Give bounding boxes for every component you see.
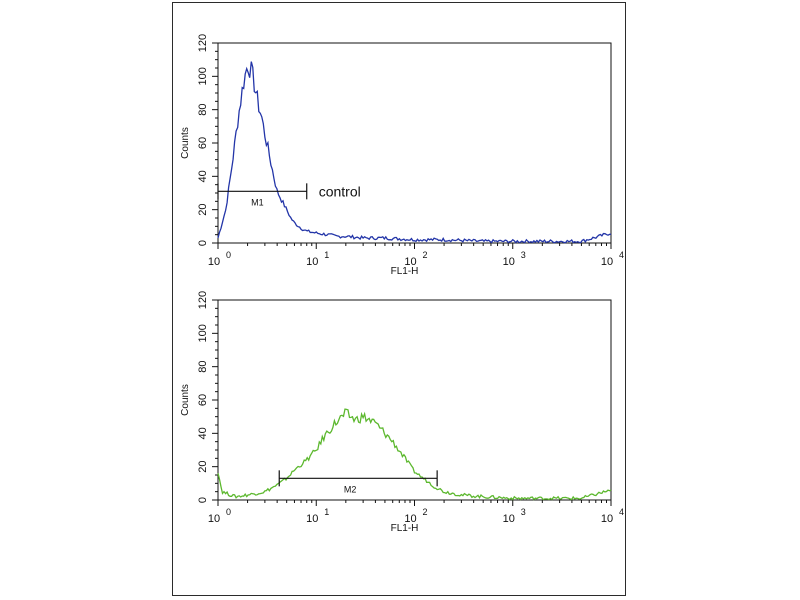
chart2-x-tick-exponent: 1 — [324, 507, 329, 517]
chart1-y-axis-title: Counts — [180, 127, 191, 159]
chart1-x-tick-exponent: 0 — [226, 250, 231, 260]
chart2-marker-label: M2 — [344, 484, 357, 494]
chart2-y-tick-label: 100 — [197, 324, 209, 342]
chart2-y-tick-label: 0 — [197, 497, 209, 503]
chart2-y-axis-title: Counts — [180, 384, 191, 416]
chart1-marker-label: M1 — [251, 197, 264, 207]
chart2-x-tick-label: 10 — [208, 513, 220, 525]
chart1-x-tick-exponent: 3 — [521, 250, 526, 260]
chart1-x-tick-exponent: 1 — [324, 250, 329, 260]
chart2-x-tick-exponent: 0 — [226, 507, 231, 517]
chart2-y-tick-label: 60 — [197, 394, 209, 406]
chart1-histogram-line — [217, 61, 612, 244]
chart2-plot-frame — [217, 299, 612, 501]
chart2-histogram-line — [217, 408, 612, 501]
chart1-annotation-label: control — [319, 183, 361, 199]
chart1-x-tick-exponent: 4 — [619, 250, 624, 260]
figure-frame — [172, 2, 626, 596]
chart1-x-tick-label: 10 — [601, 256, 613, 268]
chart2-y-tick-label: 120 — [197, 291, 209, 309]
chart1-x-tick-label: 10 — [306, 256, 318, 268]
chart1-y-tick-label: 120 — [197, 34, 209, 52]
chart2-y-tick-label: 20 — [197, 461, 209, 473]
chart1-x-tick-label: 10 — [503, 256, 515, 268]
chart1-plot-frame — [217, 42, 612, 244]
chart2-x-tick-label: 10 — [306, 513, 318, 525]
chart2-x-tick-exponent: 4 — [619, 507, 624, 517]
chart2-x-tick-label: 10 — [404, 513, 416, 525]
chart1-y-tick-label: 100 — [197, 67, 209, 85]
chart2-x-tick-exponent: 2 — [423, 507, 428, 517]
chart2-x-axis-title: FL1-H — [391, 523, 419, 534]
chart1-x-axis-title: FL1-H — [391, 266, 419, 277]
chart1-y-tick-label: 40 — [197, 170, 209, 182]
chart1-y-tick-label: 60 — [197, 137, 209, 149]
chart1-x-tick-exponent: 2 — [423, 250, 428, 260]
chart2-y-tick-label: 40 — [197, 427, 209, 439]
chart2-x-tick-label: 10 — [503, 513, 515, 525]
chart1-y-tick-label: 0 — [197, 240, 209, 246]
chart1-x-tick-label: 10 — [404, 256, 416, 268]
chart2-x-tick-label: 10 — [601, 513, 613, 525]
chart1-y-tick-label: 80 — [197, 104, 209, 116]
chart2-y-tick-label: 80 — [197, 361, 209, 373]
chart2-x-tick-exponent: 3 — [521, 507, 526, 517]
chart1-y-tick-label: 20 — [197, 204, 209, 216]
chart1-x-tick-label: 10 — [208, 256, 220, 268]
